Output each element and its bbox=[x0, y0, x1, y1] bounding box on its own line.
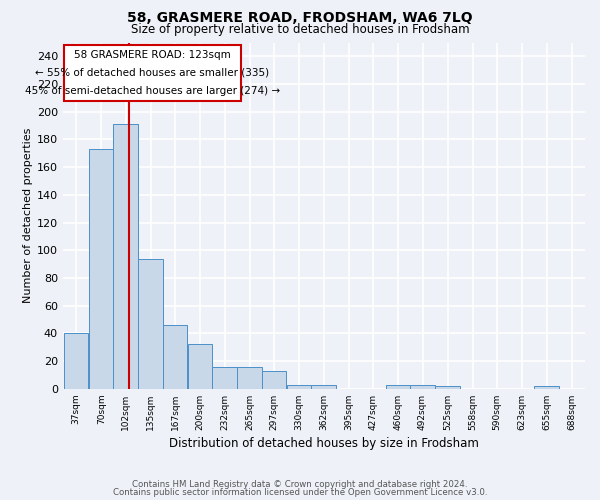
Bar bbox=[212, 366, 237, 389]
Text: Size of property relative to detached houses in Frodsham: Size of property relative to detached ho… bbox=[131, 22, 469, 36]
Bar bbox=[262, 371, 286, 389]
Bar bbox=[89, 149, 113, 389]
Bar bbox=[138, 258, 163, 389]
X-axis label: Distribution of detached houses by size in Frodsham: Distribution of detached houses by size … bbox=[169, 437, 479, 450]
Bar bbox=[410, 384, 434, 389]
Text: 58, GRASMERE ROAD, FRODSHAM, WA6 7LQ: 58, GRASMERE ROAD, FRODSHAM, WA6 7LQ bbox=[127, 11, 473, 25]
FancyBboxPatch shape bbox=[64, 46, 241, 100]
Y-axis label: Number of detached properties: Number of detached properties bbox=[23, 128, 32, 304]
Text: 45% of semi-detached houses are larger (274) →: 45% of semi-detached houses are larger (… bbox=[25, 86, 280, 97]
Text: Contains public sector information licensed under the Open Government Licence v3: Contains public sector information licen… bbox=[113, 488, 487, 497]
Text: ← 55% of detached houses are smaller (335): ← 55% of detached houses are smaller (33… bbox=[35, 68, 269, 78]
Bar bbox=[113, 124, 138, 389]
Text: 58 GRASMERE ROAD: 123sqm: 58 GRASMERE ROAD: 123sqm bbox=[74, 50, 231, 59]
Bar bbox=[237, 366, 262, 389]
Bar bbox=[311, 384, 336, 389]
Bar bbox=[64, 334, 88, 389]
Bar bbox=[534, 386, 559, 389]
Bar bbox=[163, 325, 187, 389]
Bar bbox=[435, 386, 460, 389]
Bar bbox=[188, 344, 212, 389]
Bar bbox=[287, 384, 311, 389]
Text: Contains HM Land Registry data © Crown copyright and database right 2024.: Contains HM Land Registry data © Crown c… bbox=[132, 480, 468, 489]
Bar bbox=[386, 384, 410, 389]
